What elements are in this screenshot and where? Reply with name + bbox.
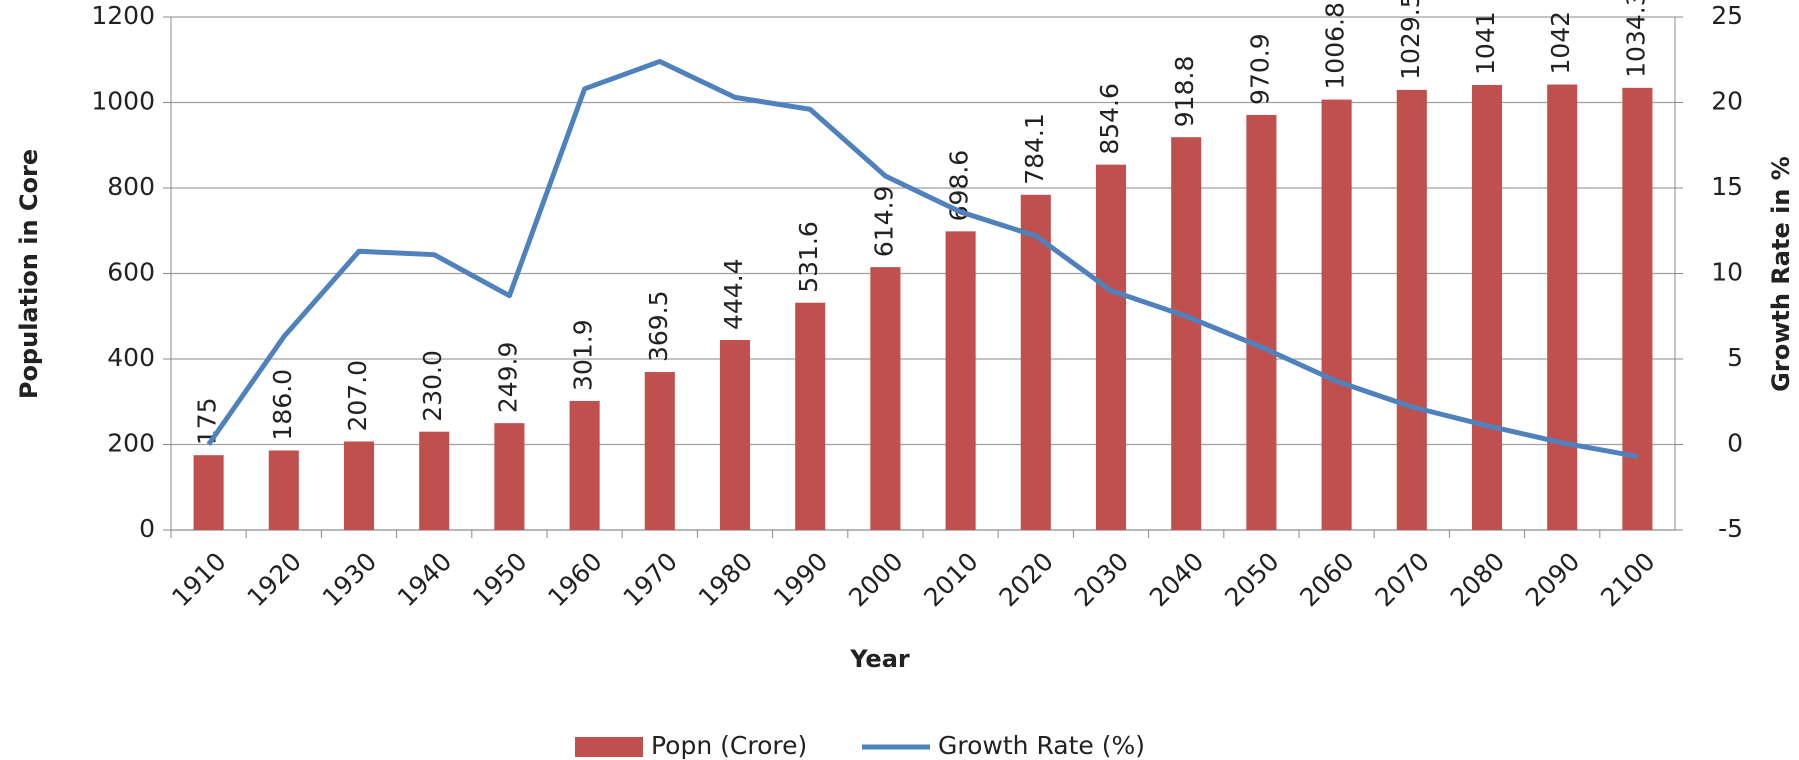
bar (1171, 137, 1202, 530)
bar (419, 431, 450, 530)
bar (870, 267, 901, 530)
value-label: 230.0 (418, 350, 447, 422)
x-tick-label: 2100 (1595, 547, 1660, 612)
value-label: 854.6 (1095, 83, 1124, 155)
bar (268, 450, 299, 530)
x-tick-label: 1970 (617, 547, 682, 612)
bar (1321, 99, 1352, 530)
line (206, 58, 1638, 459)
value-label: 784.1 (1020, 113, 1049, 185)
value-label: 301.9 (569, 319, 598, 391)
x-tick-label: 2030 (1069, 547, 1134, 612)
bar (193, 455, 224, 530)
value-label: 444.4 (719, 258, 748, 330)
x-tick-label: 2000 (843, 547, 908, 612)
y-tick-label: 600 (107, 258, 155, 287)
x-tick-label: 1930 (317, 547, 382, 612)
y-tick-label: 800 (107, 172, 155, 201)
bar (795, 302, 826, 530)
bar (945, 231, 976, 530)
value-label: 369.5 (644, 290, 673, 362)
y2-tick-label: -5 (1718, 514, 1743, 543)
x-tick-label: 2080 (1445, 547, 1510, 612)
legend-label: Growth Rate (%) (938, 731, 1145, 760)
value-label: 1034.3 (1621, 0, 1650, 78)
y2-tick-label: 10 (1711, 258, 1743, 287)
legend-swatch (575, 737, 643, 757)
y2-tick-label: 5 (1727, 343, 1743, 372)
x-tick-label: 1960 (542, 547, 607, 612)
bar (1622, 87, 1653, 531)
value-label: 918.8 (1170, 56, 1199, 128)
bar (1246, 114, 1277, 530)
value-label: 531.6 (794, 221, 823, 293)
value-label: 970.9 (1245, 33, 1274, 105)
y-tick-label: 400 (107, 343, 155, 372)
x-tick-label: 1910 (166, 547, 231, 612)
y-tick-label: 200 (107, 429, 155, 458)
y2-tick-label: 25 (1711, 1, 1743, 30)
value-label: 1041 (1471, 11, 1500, 75)
y2-tick-label: 15 (1711, 172, 1743, 201)
bar (343, 441, 375, 530)
y-tick-label: 1000 (91, 87, 155, 116)
x-tick-label: 2010 (918, 547, 983, 612)
value-label: 1029.5 (1396, 0, 1425, 80)
x-tick-label: 2040 (1144, 547, 1209, 612)
bar (1547, 84, 1578, 531)
x-tick-label: 2060 (1294, 547, 1359, 612)
y2-tick-label: 20 (1711, 87, 1743, 116)
y-axis-title: Population in Core (15, 149, 43, 399)
value-label: 1006.8 (1321, 2, 1350, 89)
bar (1396, 89, 1427, 531)
x-tick-label: 2050 (1219, 547, 1284, 612)
value-label: 207.0 (343, 360, 372, 432)
y-tick-label: 0 (139, 514, 155, 543)
x-tick-label: 1940 (392, 547, 457, 612)
bar (719, 340, 751, 530)
x-tick-label: 1920 (241, 547, 306, 612)
y2-axis-title: Growth Rate in % (1767, 156, 1795, 392)
bar (1471, 84, 1503, 530)
value-label: 249.9 (493, 342, 522, 414)
legend-label: Popn (Crore) (651, 731, 807, 760)
bar (1095, 164, 1127, 530)
x-axis-title: Year (849, 645, 910, 673)
x-tick-label: 2090 (1520, 547, 1585, 612)
value-label: 186.0 (268, 369, 297, 441)
x-tick-label: 1990 (768, 547, 833, 612)
bar (644, 372, 675, 530)
y2-tick-label: 0 (1727, 429, 1743, 458)
x-tick-label: 1980 (693, 547, 758, 612)
value-label: 614.9 (869, 186, 898, 258)
bar (494, 423, 525, 530)
x-tick-label: 2020 (993, 547, 1058, 612)
value-label: 175 (193, 397, 222, 445)
bar (569, 400, 600, 530)
bar (1020, 194, 1051, 531)
y-tick-label: 1200 (91, 1, 155, 30)
value-label: 1042 (1546, 11, 1575, 75)
x-tick-label: 1950 (467, 547, 532, 612)
x-tick-label: 2070 (1369, 547, 1434, 612)
